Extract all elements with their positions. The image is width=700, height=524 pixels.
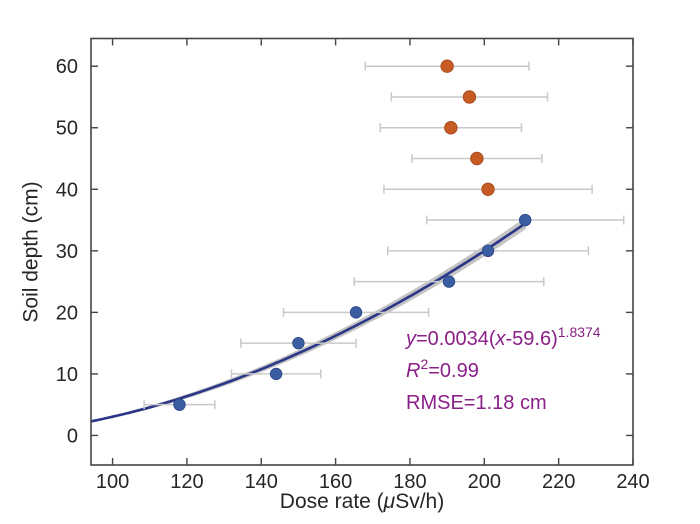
plot-frame (90, 37, 634, 466)
y-tick-label: 0 (67, 425, 78, 447)
y-tick-label: 30 (56, 241, 78, 263)
x-axis-label: Dose rate (μSv/h) (91, 491, 633, 512)
fit-annotation: y=0.0034(x-59.6)1.8374 R2=0.99 RMSE=1.18 c… (406, 324, 601, 419)
y-tick-label: 40 (56, 179, 78, 201)
annotation-segment: -59.6) (505, 328, 558, 350)
y-axis-label: Soil depth (cm) (19, 181, 43, 323)
annotation-segment: x (495, 328, 506, 350)
data-point-shallow-points-fitted (349, 306, 363, 319)
x-tick-label: 160 (319, 471, 352, 493)
annotation-segment: 1.8374 (557, 324, 601, 340)
rmse-annotation: RMSE=1.18 cm (406, 388, 601, 419)
y-tick-label: 60 (56, 56, 78, 78)
x-axis-label-text: Sv/h) (395, 490, 445, 513)
data-point-shallow-points-fitted (292, 336, 305, 350)
data-point-deep-points-excluded (440, 59, 454, 73)
y-tick-label: 20 (56, 302, 78, 324)
data-point-shallow-points-fitted (269, 367, 283, 381)
y-tick-label: 10 (56, 364, 78, 386)
y-tick-label: 50 (56, 118, 78, 140)
annotation-segment: 2 (420, 356, 429, 372)
annotation-segment: RMSE=1.18 cm (406, 392, 547, 414)
x-tick-label: 200 (468, 471, 501, 493)
x-axis-label-text: Dose rate ( (279, 490, 384, 513)
data-point-deep-points-excluded (481, 182, 495, 196)
r-squared-annotation: R2=0.99 (406, 356, 601, 388)
data-point-shallow-points-fitted (173, 398, 186, 411)
data-point-deep-points-excluded (444, 121, 458, 135)
annotation-segment: =0.99 (428, 360, 479, 382)
equation-annotation: y=0.0034(x-59.6)1.8374 (406, 324, 601, 356)
mu-symbol: μ (383, 490, 396, 513)
data-point-deep-points-excluded (462, 90, 477, 104)
annotation-segment: y (406, 328, 416, 350)
data-point-shallow-points-fitted (481, 244, 495, 258)
x-tick-label: 140 (245, 471, 278, 493)
x-tick-label: 220 (542, 471, 575, 493)
data-point-deep-points-excluded (470, 151, 484, 166)
x-tick-label: 120 (170, 471, 203, 493)
x-tick-label: 100 (96, 471, 129, 493)
data-point-shallow-points-fitted (442, 275, 456, 288)
data-point-shallow-points-fitted (518, 213, 532, 227)
x-tick-label: 240 (616, 471, 649, 493)
annotation-segment: R (406, 360, 421, 382)
fit-curve (90, 221, 527, 423)
x-tick-label: 180 (393, 471, 426, 493)
annotation-segment: =0.0034( (416, 328, 496, 350)
